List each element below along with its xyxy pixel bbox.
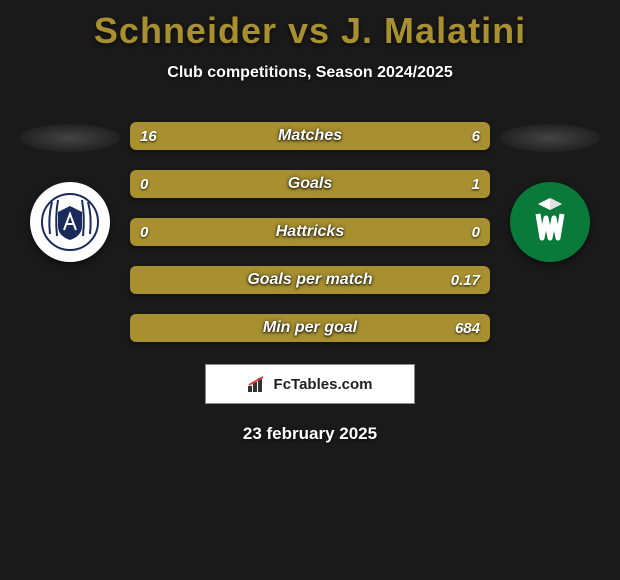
stat-value-right: 0.17 xyxy=(451,272,480,289)
stat-label: Min per goal xyxy=(130,319,490,337)
date-label: 23 february 2025 xyxy=(0,424,620,444)
werder-icon xyxy=(520,192,580,252)
stat-value-right: 0 xyxy=(472,224,480,241)
arminia-icon xyxy=(40,192,100,252)
stat-value-right: 684 xyxy=(455,320,480,337)
bars-icon xyxy=(248,376,268,392)
player-left-zone xyxy=(10,122,130,262)
player-right-shadow xyxy=(500,124,600,152)
stat-label: Goals per match xyxy=(130,271,490,289)
stat-row: 0Goals1 xyxy=(130,170,490,198)
page-title: Schneider vs J. Malatini xyxy=(0,0,620,52)
stat-label: Hattricks xyxy=(130,223,490,241)
stat-value-right: 1 xyxy=(472,176,480,193)
player-left-shadow xyxy=(20,124,120,152)
stat-value-right: 6 xyxy=(472,128,480,145)
stat-label: Goals xyxy=(130,175,490,193)
club-logo-right xyxy=(510,182,590,262)
player-right-zone xyxy=(490,122,610,262)
stat-label: Matches xyxy=(130,127,490,145)
stat-row: Goals per match0.17 xyxy=(130,266,490,294)
stat-row: 0Hattricks0 xyxy=(130,218,490,246)
brand-box[interactable]: FcTables.com xyxy=(205,364,415,404)
subtitle: Club competitions, Season 2024/2025 xyxy=(0,64,620,82)
stats-area: 16Matches60Goals10Hattricks0Goals per ma… xyxy=(0,122,620,342)
brand-label: FcTables.com xyxy=(274,376,373,393)
stat-row: Min per goal684 xyxy=(130,314,490,342)
club-logo-left xyxy=(30,182,110,262)
stat-bars: 16Matches60Goals10Hattricks0Goals per ma… xyxy=(130,122,490,342)
stat-row: 16Matches6 xyxy=(130,122,490,150)
